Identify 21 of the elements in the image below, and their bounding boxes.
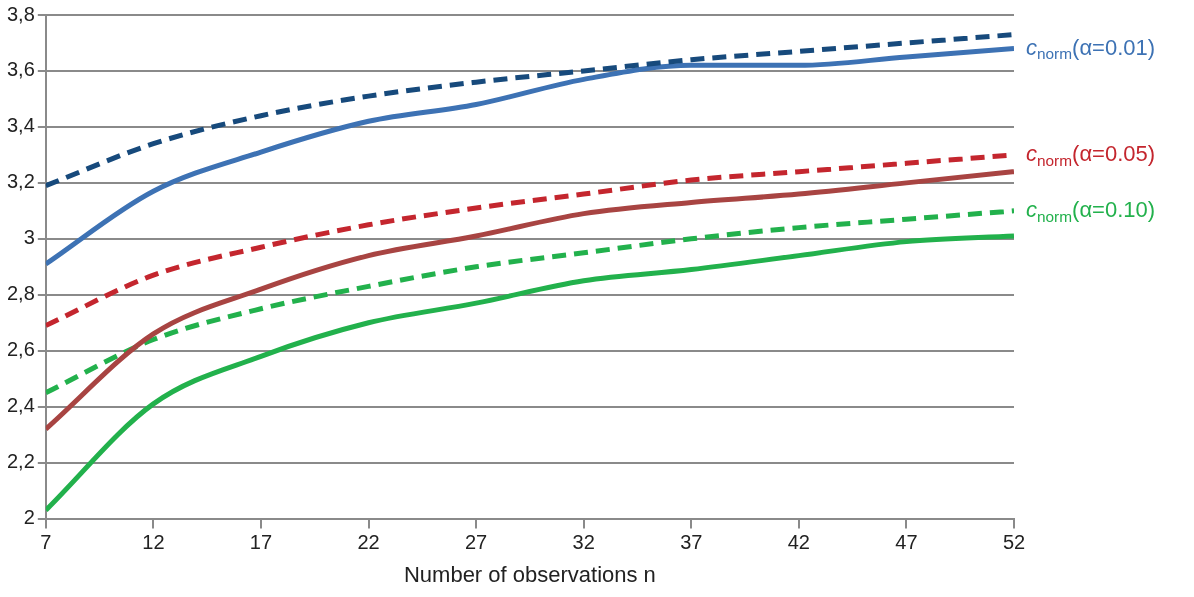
y-tick-label: 2,2 (6, 450, 35, 473)
x-axis-title: Number of observations n (403, 561, 656, 587)
y-tick-label: 2,4 (6, 394, 35, 417)
y-tick-label: 3,6 (6, 58, 35, 81)
x-tick-label: 27 (464, 531, 488, 554)
x-tick-label: 37 (680, 531, 703, 554)
x-tick-label: 52 (1002, 531, 1026, 554)
x-tick-label: 42 (787, 531, 810, 554)
x-tick-label: 17 (249, 531, 273, 554)
x-tick-label: 22 (357, 531, 380, 554)
x-tick-label: 47 (895, 531, 918, 554)
y-tick-label: 2,8 (6, 282, 35, 305)
y-tick-label: 2 (23, 506, 35, 529)
y-tick-label: 2,6 (6, 338, 35, 361)
x-tick-label: 7 (40, 531, 52, 554)
x-tick-label: 32 (572, 531, 595, 554)
y-tick-label: 3,4 (6, 114, 35, 137)
x-tick-label: 12 (142, 531, 165, 554)
y-tick-label: 3,2 (6, 170, 35, 193)
y-tick-label: 3 (23, 226, 35, 249)
y-tick-label: 3,8 (6, 2, 35, 25)
